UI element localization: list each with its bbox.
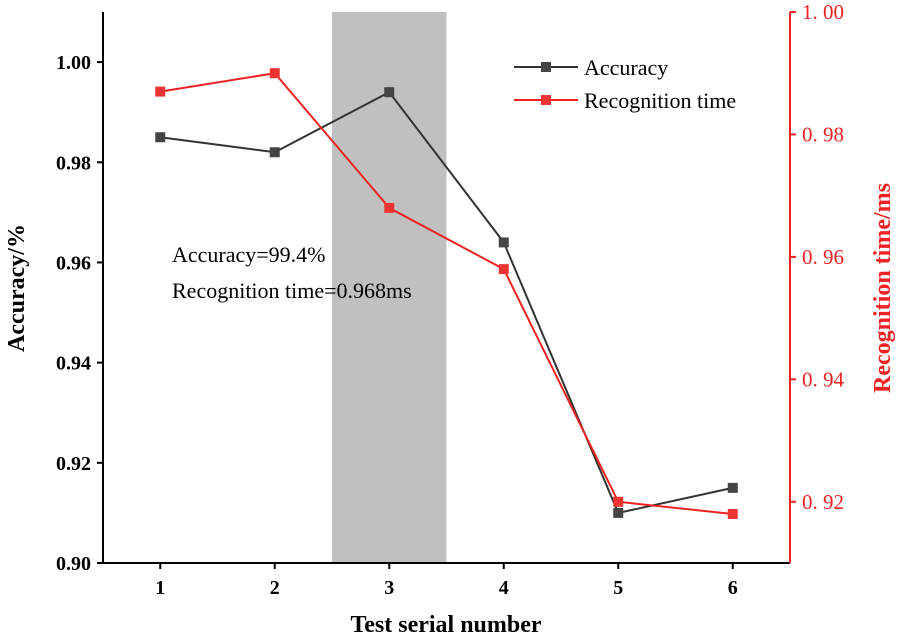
data-point [269, 147, 280, 158]
legend-label-accuracy: Accuracy [584, 55, 668, 80]
series-line-accuracy [160, 90, 733, 515]
legend: Accuracy Recognition time [514, 55, 736, 113]
y-tick-label: 0.92 [56, 453, 91, 475]
y-tick-label: 1.00 [56, 52, 91, 74]
y2-tick-label: 0. 96 [802, 245, 844, 269]
data-point [155, 132, 166, 143]
x-axis-label: Test serial number [350, 612, 541, 638]
data-point [384, 202, 395, 213]
y2-tick-label: 0. 98 [802, 122, 844, 146]
legend-label-recognition-time: Recognition time [584, 88, 736, 113]
highlight-band [332, 12, 447, 563]
series-line-recognition-time [160, 72, 733, 516]
x-tick-label: 1 [155, 577, 165, 599]
y2-tick-label: 0. 92 [802, 490, 844, 514]
data-point [727, 509, 738, 520]
legend-marker-accuracy [541, 62, 551, 72]
x-tick-label: 4 [499, 577, 509, 599]
data-point [269, 68, 280, 79]
annotation-accuracy: Accuracy=99.4% [172, 242, 326, 267]
y2-tick-label: 1. 00 [802, 0, 844, 24]
y2-tick-label: 0. 94 [802, 367, 845, 391]
data-point [498, 264, 509, 275]
x-tick-label: 3 [384, 577, 394, 599]
y-tick-label: 0.96 [56, 252, 91, 274]
y-tick-label: 0.94 [56, 353, 91, 375]
data-point [498, 237, 509, 248]
x-tick-label: 2 [270, 577, 280, 599]
x-tick-label: 5 [613, 577, 623, 599]
data-point [727, 482, 738, 493]
x-tick-label: 6 [728, 577, 738, 599]
y-tick-label: 0.90 [56, 553, 91, 575]
data-point [155, 86, 166, 97]
y-tick-label: 0.98 [56, 152, 91, 174]
y2-axis-label: Recognition time/ms [870, 183, 896, 393]
y-axis-label: Accuracy/% [4, 224, 30, 352]
legend-marker-recognition-time [541, 95, 551, 105]
data-point [613, 496, 624, 507]
annotation-recognition-time: Recognition time=0.968ms [172, 278, 412, 303]
data-point [613, 507, 624, 518]
data-point [384, 87, 395, 98]
